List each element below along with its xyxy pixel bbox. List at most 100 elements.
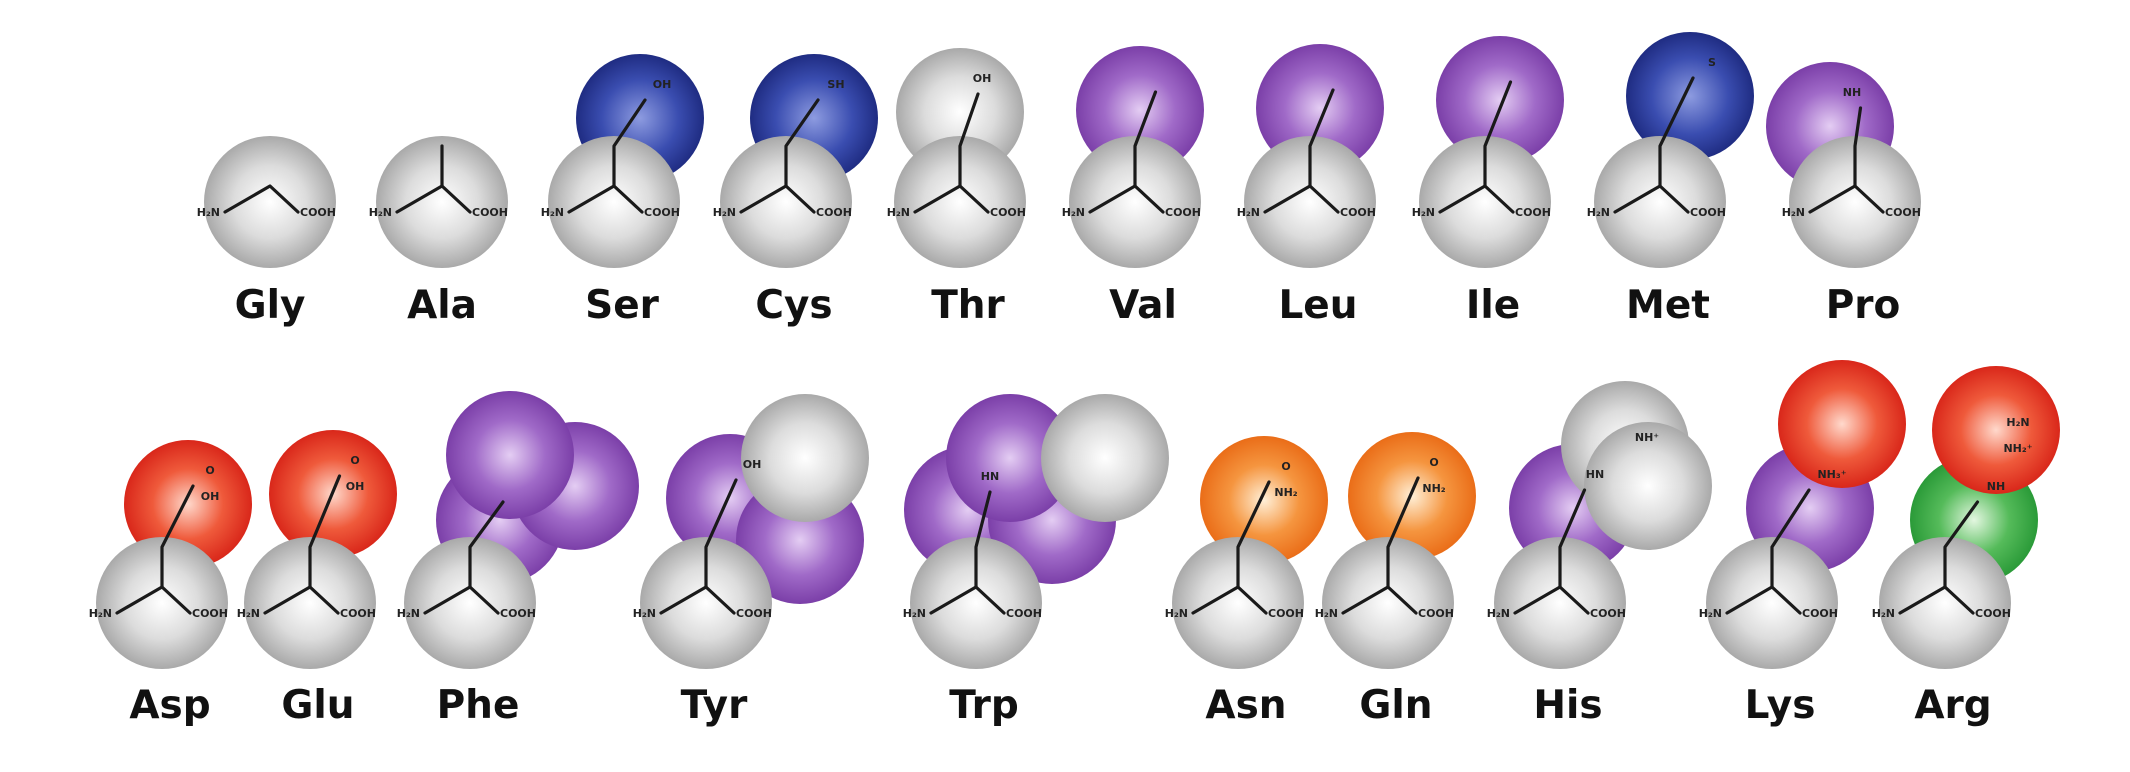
backbone-ball	[1494, 537, 1626, 669]
backbone-ball	[1879, 537, 2011, 669]
atom-label: H₂N	[1587, 206, 1610, 219]
amino-acid-label: Cys	[755, 283, 832, 328]
atom-label: COOH	[300, 206, 336, 219]
atom-label: COOH	[1515, 206, 1551, 219]
atom-label: O	[1281, 460, 1290, 473]
bond-line	[468, 500, 505, 589]
atom-label: NH₂	[1422, 482, 1445, 495]
side-chain-ball	[124, 440, 252, 568]
amino-acid-label: Tyr	[681, 683, 748, 728]
atom-label: H₂N	[1315, 607, 1338, 620]
amino-acid-label: Phe	[437, 683, 520, 728]
bond-line	[160, 484, 195, 589]
atom-label: COOH	[1975, 607, 2011, 620]
atom-label: OH	[743, 458, 762, 471]
bond-line	[1386, 476, 1420, 589]
atom-label: HN	[981, 470, 999, 483]
backbone-ball	[376, 136, 508, 268]
bond-line	[1308, 88, 1335, 188]
amino-acid-label: Lys	[1745, 683, 1816, 728]
atom-label: OH	[653, 78, 672, 91]
bond-line	[1558, 488, 1587, 589]
atom-label: COOH	[472, 206, 508, 219]
atom-label: OH	[346, 480, 365, 493]
amino-acid-thr: H₂N COOH OH Thr	[887, 48, 1026, 328]
amino-acid-ala: H₂N COOH Ala	[369, 136, 508, 328]
atom-label: SH	[827, 78, 844, 91]
atom-label: NH₂	[1274, 486, 1297, 499]
amino-acid-arg: H₂N COOH NH H₂N NH₂⁺ Arg	[1872, 366, 2060, 728]
side-chain-ball	[1436, 36, 1564, 164]
amino-acid-cys: H₂N COOH SH Cys	[713, 54, 878, 328]
amino-acid-gly: H₂N COOH Gly	[197, 136, 336, 328]
side-chain-ball	[1041, 394, 1169, 522]
atom-label: H₂N	[633, 607, 656, 620]
backbone-ball	[1706, 537, 1838, 669]
atom-label: COOH	[1590, 607, 1626, 620]
atom-label: O	[350, 454, 359, 467]
atom-label: COOH	[192, 607, 228, 620]
amino-acid-trp: H₂N COOH HN Trp	[903, 394, 1169, 728]
bond-line	[704, 478, 738, 589]
side-chain-ball	[1932, 366, 2060, 494]
atom-label: NH⁺	[1635, 431, 1659, 444]
amino-acid-label: Glu	[281, 683, 354, 728]
amino-acid-label: Met	[1626, 283, 1710, 328]
atom-label: COOH	[644, 206, 680, 219]
amino-acid-label: Arg	[1914, 683, 1991, 728]
backbone-ball	[720, 136, 852, 268]
amino-acid-label: Ala	[407, 283, 477, 328]
amino-acid-label: Gly	[235, 283, 306, 328]
amino-acid-met: H₂N COOH S Met	[1587, 32, 1754, 328]
amino-acid-label: Val	[1109, 283, 1177, 328]
bond-line	[1658, 76, 1695, 188]
side-chain-ball	[1778, 360, 1906, 488]
atom-label: H₂N	[1412, 206, 1435, 219]
side-chain-ball	[741, 394, 869, 522]
atom-label: OH	[201, 490, 220, 503]
atom-label: COOH	[1340, 206, 1376, 219]
atom-label: COOH	[1418, 607, 1454, 620]
bond-line	[1133, 90, 1158, 188]
backbone-ball	[1172, 537, 1304, 669]
side-chain-ball	[1584, 422, 1712, 550]
amino-acid-glu: H₂N COOH O OH Glu	[237, 430, 397, 728]
bond-line	[1236, 480, 1271, 589]
atom-label: NH₂⁺	[2003, 442, 2032, 455]
atom-label: COOH	[1165, 206, 1201, 219]
bond-line	[612, 98, 647, 188]
side-chain-ball	[1348, 432, 1476, 560]
backbone-ball	[640, 537, 772, 669]
amino-acid-leu: H₂N COOH Leu	[1237, 44, 1384, 328]
atom-label: COOH	[1690, 206, 1726, 219]
atom-label: H₂N	[397, 607, 420, 620]
backbone-ball	[404, 537, 536, 669]
amino-acid-label: Thr	[931, 283, 1005, 328]
bond-line	[958, 92, 980, 188]
side-chain-ball	[1200, 436, 1328, 564]
atom-label: H₂N	[237, 607, 260, 620]
bond-line	[223, 184, 300, 214]
backbone-ball	[894, 136, 1026, 268]
amino-acid-phe: H₂N COOH Phe	[397, 391, 639, 728]
backbone-ball	[1419, 136, 1551, 268]
bond-line	[1483, 80, 1513, 188]
amino-acid-gln: H₂N COOH O NH₂ Gln	[1315, 432, 1476, 728]
amino-acid-pro: H₂N COOH NH Pro	[1766, 62, 1921, 328]
atom-label: H₂N	[1872, 607, 1895, 620]
atom-label: H₂N	[1487, 607, 1510, 620]
atom-label: H₂N	[1062, 206, 1085, 219]
amino-acid-ile: H₂N COOH Ile	[1412, 36, 1564, 328]
backbone-ball	[1069, 136, 1201, 268]
amino-acid-label: Trp	[949, 683, 1018, 728]
bond-line	[1943, 500, 1980, 589]
amino-acid-label: Gln	[1359, 683, 1432, 728]
atom-label: H₂N	[903, 607, 926, 620]
atom-label: H₂N	[89, 607, 112, 620]
atom-label: H₂N	[713, 206, 736, 219]
amino-acid-his: H₂N COOH HN NH⁺ His	[1487, 381, 1712, 728]
bond-line	[784, 98, 820, 188]
atom-label: COOH	[340, 607, 376, 620]
atom-label: H₂N	[1699, 607, 1722, 620]
